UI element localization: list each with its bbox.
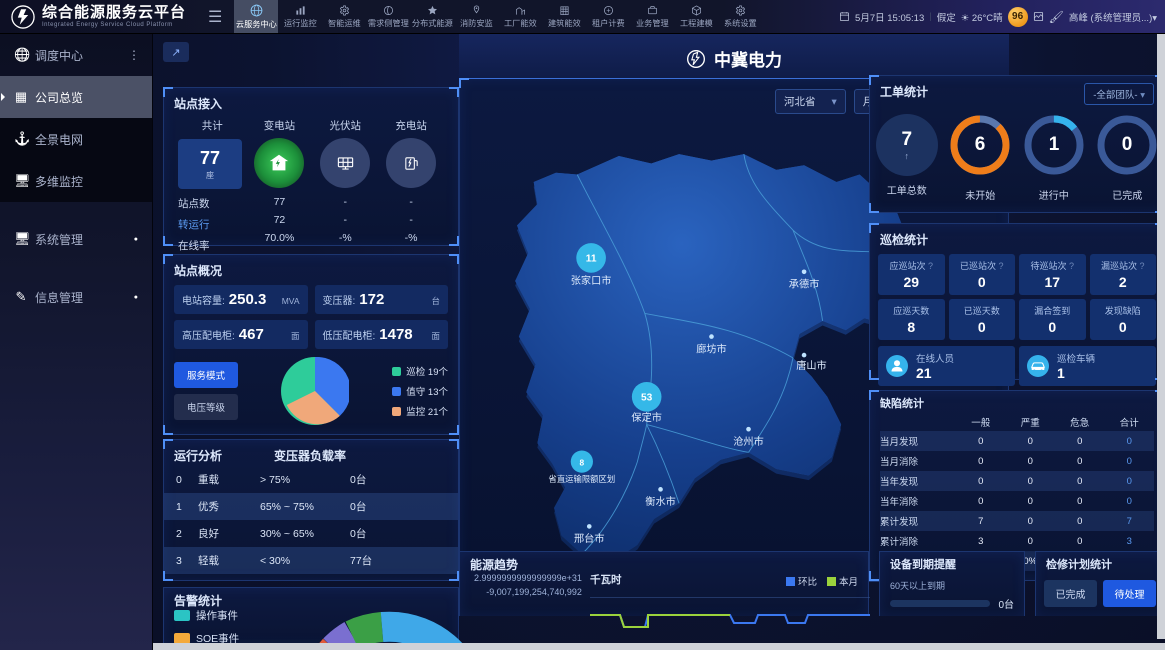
svg-text:11: 11 (586, 254, 597, 265)
svg-text:唐山市: 唐山市 (796, 359, 827, 372)
svg-text:8: 8 (580, 457, 585, 467)
svg-text:0: 0 (1122, 134, 1133, 155)
svg-text:沧州市: 沧州市 (733, 435, 764, 448)
svg-text:张家口市: 张家口市 (571, 274, 612, 287)
svg-text:53: 53 (641, 392, 653, 403)
svg-text:1: 1 (1048, 134, 1059, 155)
svg-text:保定市: 保定市 (631, 411, 662, 424)
svg-text:衡水市: 衡水市 (645, 495, 676, 508)
svg-text:邢台市: 邢台市 (574, 532, 605, 545)
svg-text:省直运输限额区划: 省直运输限额区划 (549, 474, 616, 484)
svg-text:6: 6 (975, 134, 986, 155)
svg-text:承德市: 承德市 (789, 278, 820, 291)
svg-text:廊坊市: 廊坊市 (696, 342, 727, 355)
